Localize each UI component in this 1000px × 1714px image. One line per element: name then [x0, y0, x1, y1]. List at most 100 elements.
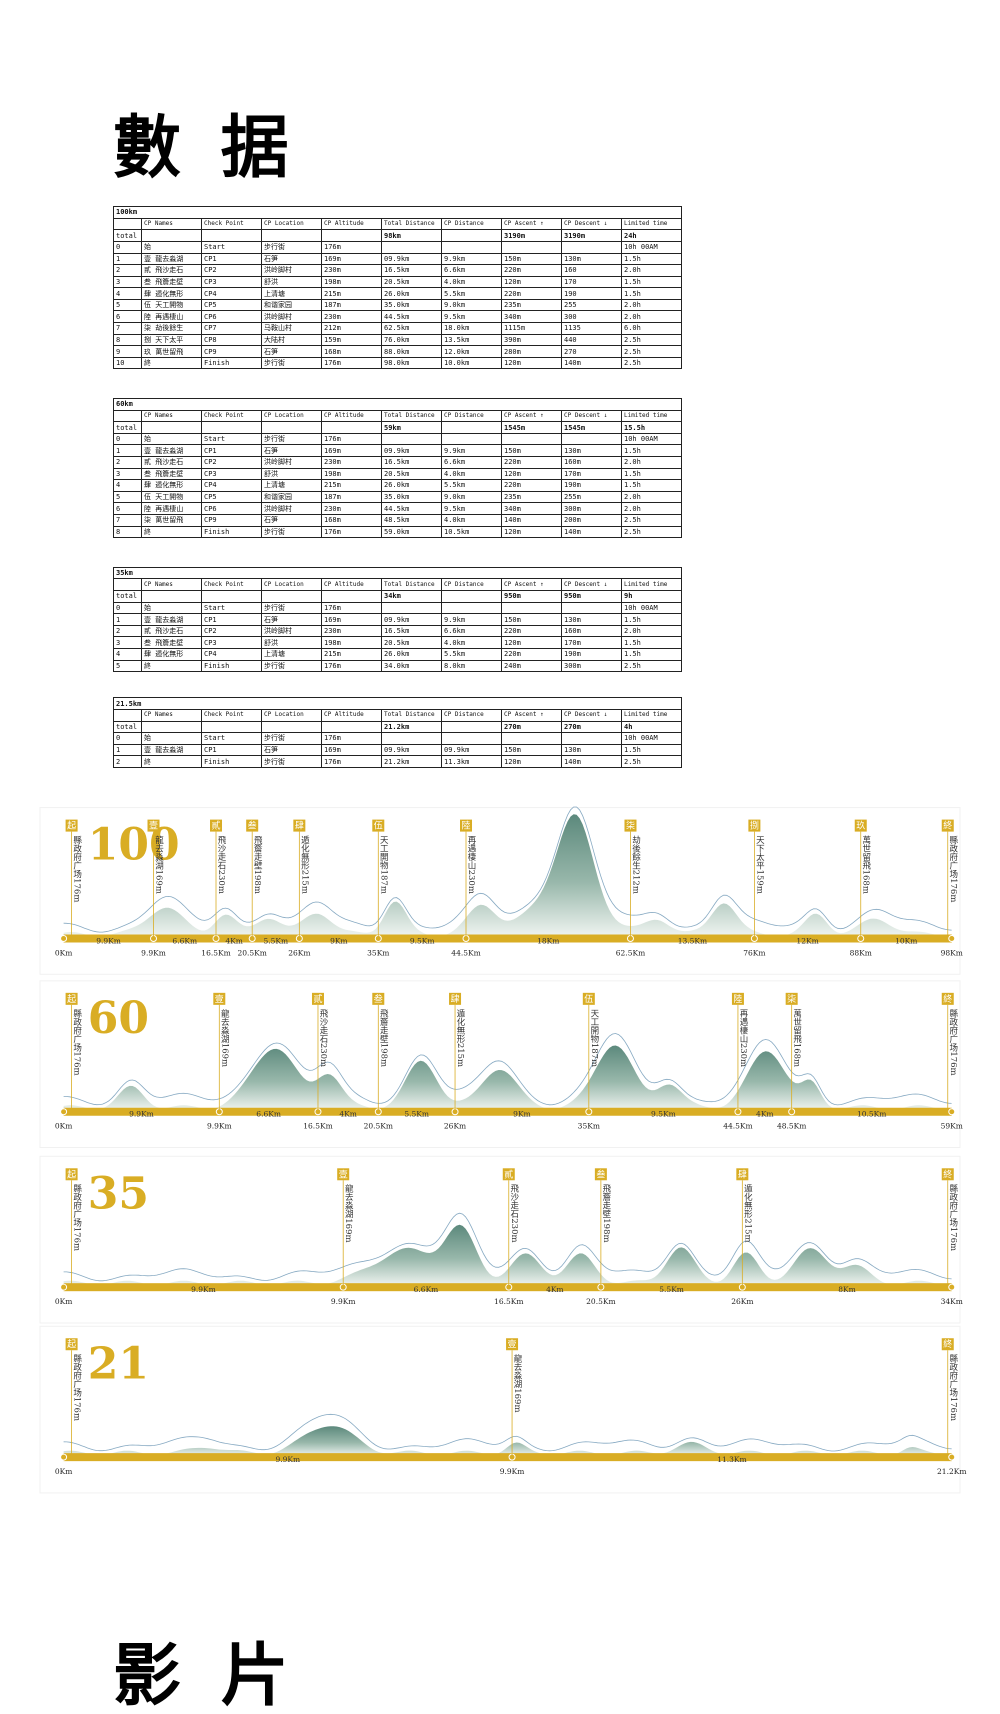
cell: [381, 432, 442, 446]
axis-label: 0Km: [55, 1122, 73, 1131]
column-header: CP Names: [141, 578, 202, 592]
cell: 2.5h: [620, 356, 683, 370]
total-row: total 98km 3190m 3190m 24h: [113, 229, 683, 242]
cell: 步行街: [261, 601, 322, 615]
cell: 上清塘: [261, 479, 322, 492]
segment-label: 4Km: [225, 937, 243, 946]
checkpoint-tag-box: [147, 819, 160, 832]
cell: 貳 飛沙走石: [141, 264, 202, 277]
total-descent: 270m: [561, 720, 622, 734]
cell: 始: [141, 601, 202, 615]
cell: [441, 240, 502, 254]
cell: 44.5km: [381, 310, 442, 324]
cell: 10h 00AM: [620, 601, 683, 615]
total-ascent: 3190m: [501, 229, 562, 242]
table-title: 100km: [112, 206, 683, 219]
cell: 1.5h: [620, 467, 683, 481]
column-header: Total Distance: [381, 217, 442, 231]
cell: 230m: [321, 624, 382, 638]
cell: 1: [113, 743, 142, 757]
segment-label: 6.6Km: [256, 1110, 281, 1119]
column-header: CP Ascent ↑: [501, 708, 562, 722]
total-label: total: [113, 229, 142, 242]
checkpoint-tag: 玖: [856, 820, 865, 832]
cell: 马鞍山村: [261, 322, 322, 335]
elevation-line: [63, 1033, 952, 1106]
cell: 1115m: [501, 322, 562, 335]
cell: [321, 421, 382, 434]
axis-label: 98Km: [941, 949, 963, 958]
cell: 步行街: [261, 732, 322, 745]
cell: 5: [113, 298, 142, 312]
checkpoint-tag: 起: [67, 994, 76, 1005]
cell: 255m: [561, 490, 622, 504]
cell: 終: [141, 356, 202, 370]
column-header: Check Point: [201, 578, 262, 592]
mountain-range: [63, 1045, 952, 1111]
axis-label: 26Km: [731, 1297, 753, 1306]
cell: CP3: [201, 636, 262, 650]
header-row: CP Names Check Point CP Location CP Altitud…: [113, 708, 683, 722]
cell: [321, 229, 382, 242]
cell: 5: [113, 490, 142, 504]
cell: 150m: [501, 613, 562, 626]
cell: 2: [113, 456, 142, 469]
cell: 6.6km: [441, 456, 502, 469]
cell: Start: [201, 432, 262, 446]
cell: 176m: [321, 240, 382, 254]
cell: 120m: [501, 525, 562, 539]
total-ascent: 950m: [501, 590, 562, 603]
cell: 6: [113, 502, 142, 515]
cell: 始: [141, 240, 202, 254]
cell: 9.5km: [441, 502, 502, 515]
cell: 1.5h: [620, 252, 683, 266]
checkpoint-tag-box: [293, 819, 306, 832]
cell: 215m: [321, 648, 382, 661]
cell: 5.5km: [441, 287, 502, 300]
cell: Finish: [201, 356, 262, 370]
checkpoint-tag: 叁: [248, 820, 257, 832]
cell: 300: [561, 310, 622, 324]
cell: 230m: [321, 456, 382, 469]
cell: [381, 240, 442, 254]
cell: 1.5h: [620, 479, 683, 492]
checkpoint-tag-box: [941, 819, 954, 832]
checkpoint-tag: 起: [67, 1339, 76, 1350]
segment-label: 4Km: [756, 1110, 774, 1119]
checkpoint-tag-box: [213, 992, 226, 1005]
total-distance: 21.2km: [381, 720, 442, 734]
column-header: Limited time: [620, 578, 683, 592]
cell: 4: [113, 287, 142, 300]
total-label: total: [113, 421, 142, 434]
cell: 1.5h: [620, 444, 683, 457]
cell: 26.0km: [381, 479, 442, 492]
cell: 叁 飛簷走壁: [141, 275, 202, 289]
cell: CP1: [201, 743, 262, 757]
axis-label: 9.9Km: [207, 1122, 232, 1131]
cell: 150m: [501, 444, 562, 457]
distance-bar: [63, 934, 952, 943]
cell: 140m: [561, 525, 622, 539]
cell: CP4: [201, 648, 262, 661]
axis-label: 9.9Km: [500, 1467, 525, 1476]
cell: [113, 409, 142, 423]
cell: 280m: [501, 345, 562, 358]
cell: 石笋: [261, 513, 322, 527]
cell: 190: [561, 287, 622, 300]
cell: 1.5h: [620, 648, 683, 661]
checkpoint-dot: [60, 1108, 68, 1116]
cell: 4.0km: [441, 636, 502, 650]
column-header: CP Names: [141, 217, 202, 231]
checkpoint-tag: 終: [943, 1168, 952, 1180]
cell: 176m: [321, 525, 382, 539]
cell: [441, 421, 502, 434]
checkpoint-name: 萬世留飛168m: [861, 835, 871, 894]
column-header: Total Distance: [381, 578, 442, 592]
race-label: 21: [88, 1338, 149, 1389]
axis-label: 20.5Km: [237, 949, 266, 958]
